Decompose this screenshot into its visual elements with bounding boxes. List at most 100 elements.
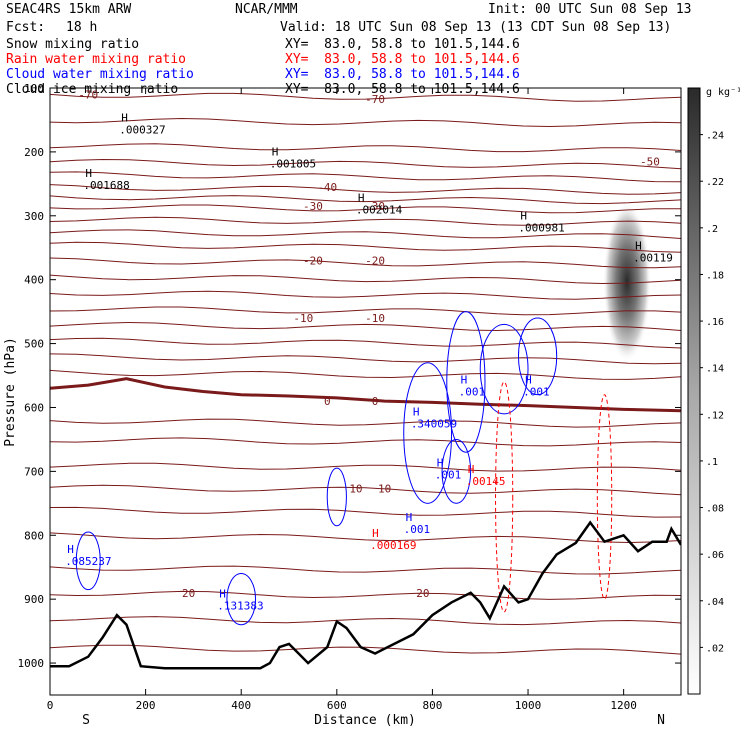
isotherm-label: 10 [378, 483, 391, 496]
rain-contour [495, 381, 514, 613]
isotherm-label: -50 [640, 155, 660, 168]
init-time: Init: 00 UTC Sun 08 Sep 13 [488, 2, 692, 17]
isotherm-label: 10 [349, 483, 362, 496]
isotherm-line [50, 644, 681, 655]
maximum-value-label: .001 [523, 386, 550, 399]
colorbar-tick-label: .06 [706, 550, 724, 561]
y-axis-title: Pressure (hPa) [3, 337, 18, 447]
isotherm-line [50, 337, 681, 349]
cloud-water-contour [226, 573, 257, 626]
field-label-snow: Snow mixing ratio [6, 37, 140, 52]
colorbar-tick-label: .04 [706, 597, 724, 608]
colorbar-tick-label: .1 [706, 457, 718, 468]
colorbar-tick-label: .2 [706, 224, 718, 235]
colorbar-tick-label: .14 [706, 364, 724, 375]
y-tick-label: 500 [24, 338, 44, 351]
maximum-value-label: .085237 [65, 555, 111, 568]
isotherm-line [50, 462, 681, 472]
colorbar-unit: g kg⁻¹ [706, 87, 740, 98]
cloud-water-contour [403, 362, 453, 504]
maximum-value-label: .340059 [411, 417, 457, 430]
isotherm-line [50, 195, 681, 205]
institution: NCAR/MMM [235, 2, 298, 17]
isotherm-line [50, 532, 681, 544]
isotherm-label: 0 [372, 395, 379, 408]
colorbar-tick-label: .08 [706, 504, 724, 515]
x-tick-label: 1200 [610, 699, 637, 712]
x-tick-label: 1000 [515, 699, 542, 712]
isotherm-label: -20 [365, 255, 385, 268]
forecast-label: Fcst: [6, 20, 46, 35]
cloud-water-contour [441, 438, 472, 504]
cloud-water-contour [326, 467, 347, 527]
y-tick-label: 300 [24, 210, 44, 223]
isotherm-line [50, 353, 681, 365]
isotherm-line [50, 590, 681, 600]
maximum-value-label: .001 [459, 386, 486, 399]
maximum-marker: H [461, 374, 468, 387]
maximum-marker: H [219, 588, 226, 601]
isotherm-line [50, 565, 681, 575]
x-tick-label: 800 [422, 699, 442, 712]
isotherm-line [50, 616, 681, 626]
cloud-water-contour [446, 311, 486, 453]
field-label-cloud-ice: Cloud ice mixing ratio [6, 82, 179, 97]
maximum-marker: H [468, 463, 475, 476]
isotherm-label: 20 [182, 587, 195, 600]
isotherm-label: -20 [303, 255, 323, 268]
south-label: S [82, 713, 90, 728]
plot-frame [49, 87, 682, 696]
rain-contour [596, 394, 613, 600]
maximum-marker: H [272, 145, 279, 158]
isotherm-line [50, 506, 681, 518]
isotherm-label: 20 [416, 587, 429, 600]
cloud-water-contour [75, 531, 101, 591]
y-tick-label: 900 [24, 593, 44, 606]
isotherm-label: -70 [78, 88, 98, 101]
maximum-marker: H [406, 511, 413, 524]
maximum-value-label: .00145 [466, 475, 506, 488]
model-title: SEAC4RS 15km ARW [6, 2, 132, 17]
maximum-value-label: .131383 [217, 600, 263, 613]
isotherm-line [50, 257, 681, 269]
colorbar-tick-label: .24 [706, 131, 724, 142]
isotherm-label: 0 [324, 395, 331, 408]
isotherm-line [50, 158, 681, 170]
colorbar-tick-label: .12 [706, 410, 724, 421]
y-tick-label: 800 [24, 529, 44, 542]
isotherm-line [50, 484, 681, 496]
maximum-marker: H [358, 191, 365, 204]
y-tick-label-top: 100 [24, 82, 44, 95]
isotherm-line [50, 184, 681, 195]
isotherm-label: -70 [365, 93, 385, 106]
isotherm-label: -10 [293, 312, 313, 325]
isotherm-line [50, 229, 681, 239]
maximum-marker: H [635, 239, 642, 252]
isotherm-line [50, 437, 681, 447]
cloud-ice-shading [603, 202, 651, 362]
isotherm-line [50, 321, 681, 332]
maximum-value-label: .00119 [633, 251, 673, 264]
north-label: N [657, 713, 665, 728]
cloud-water-contour [517, 317, 558, 396]
isotherm-label: -30 [303, 200, 323, 213]
valid-time: Valid: 18 UTC Sun 08 Sep 13 (13 CDT Sun … [280, 20, 672, 35]
field-xy-rain: XY= 83.0, 58.8 to 101.5,144.6 [285, 52, 520, 67]
forecast-hours: 18 h [66, 20, 98, 35]
maximum-value-label: .001805 [270, 157, 316, 170]
maximum-marker: H [437, 457, 444, 470]
maximum-value-label: .000327 [119, 124, 165, 137]
field-xy-cloud-water: XY= 83.0, 58.8 to 101.5,144.6 [285, 67, 520, 82]
maximum-value-label: .000981 [518, 221, 564, 234]
isotherm-line [50, 241, 681, 253]
isotherm-label: -10 [365, 312, 385, 325]
y-tick-label: 400 [24, 274, 44, 287]
cloud-water-contour [479, 323, 529, 415]
isotherm-line [50, 418, 681, 428]
y-tick-label: 600 [24, 401, 44, 414]
maximum-value-label: .001 [435, 469, 462, 482]
freezing-level-line [50, 377, 681, 413]
y-tick-label: 700 [24, 465, 44, 478]
maximum-value-label: .000169 [370, 539, 416, 552]
